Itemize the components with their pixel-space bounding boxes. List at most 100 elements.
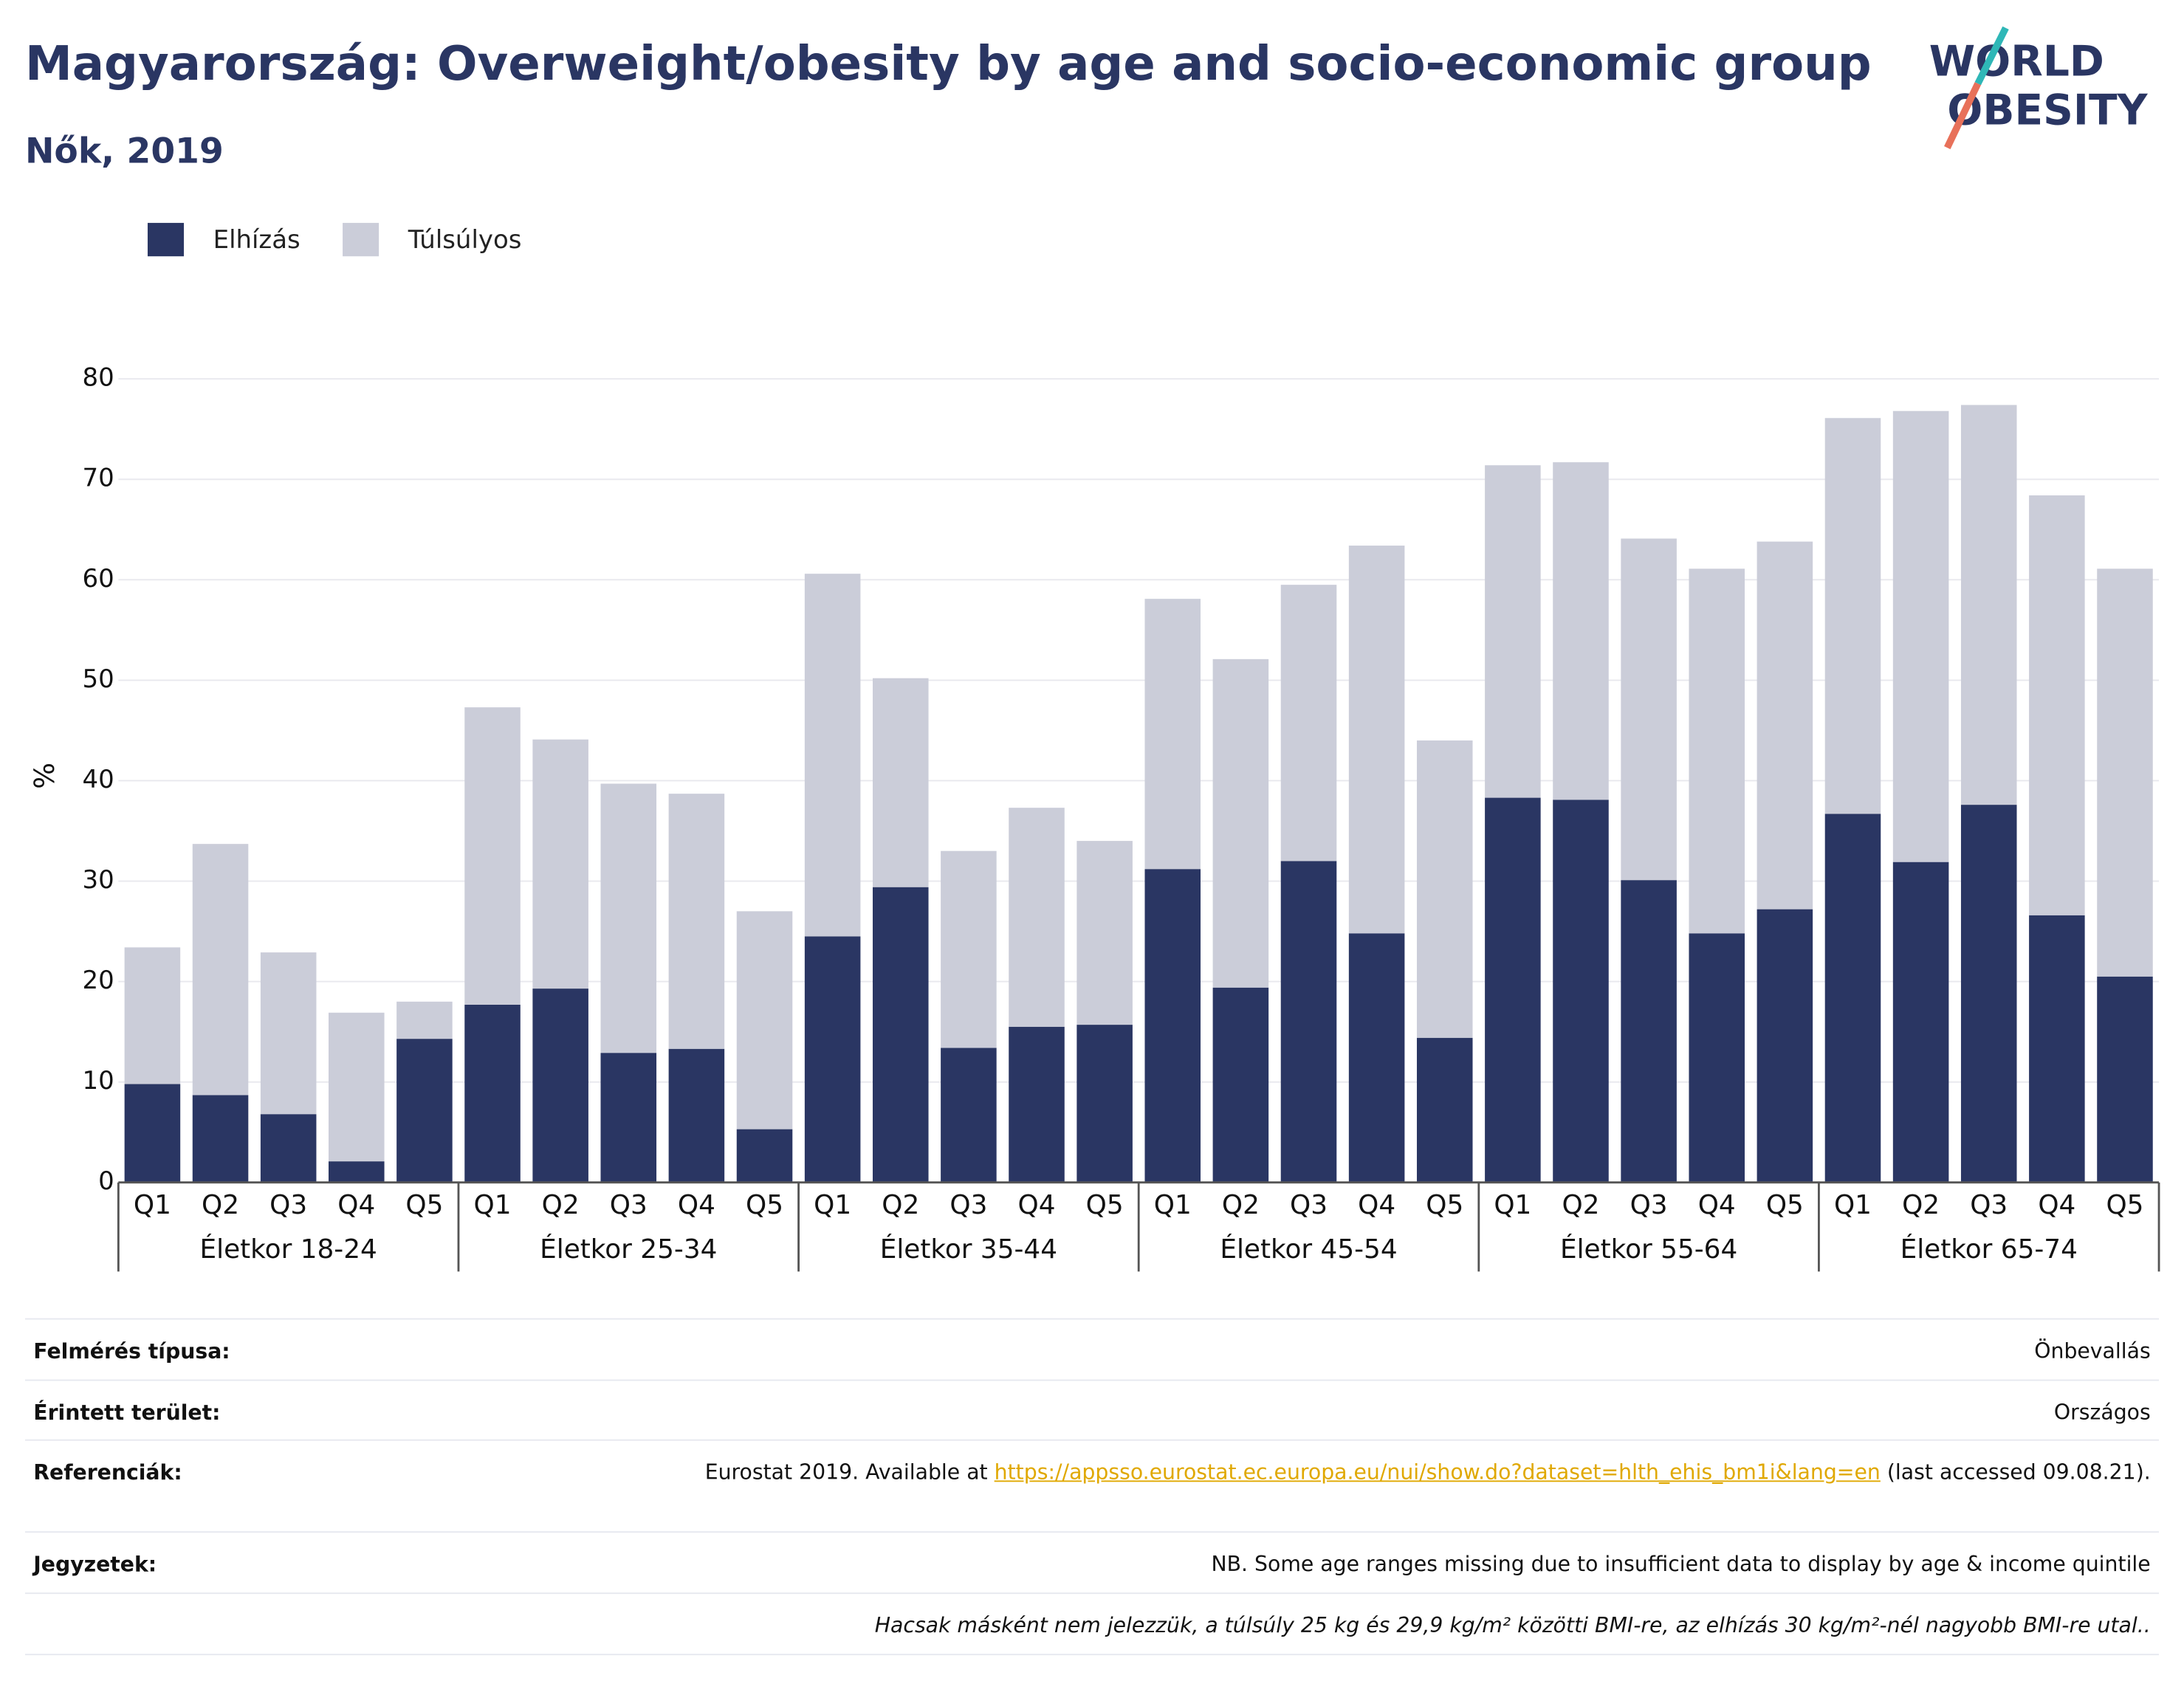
bar-segment <box>1076 841 1133 1025</box>
group-label: Életkor 25-34 <box>540 1234 717 1265</box>
y-tick-label: 30 <box>83 865 114 895</box>
bar-segment <box>1212 659 1269 988</box>
legend-swatch <box>147 222 185 257</box>
legend-label: Elhízás <box>213 225 301 255</box>
bar-segment <box>192 1095 249 1183</box>
x-tick-label: Q4 <box>678 1190 715 1220</box>
bar-segment <box>1757 909 1813 1183</box>
link[interactable]: https://appsso.eurostat.ec.europa.eu/nui… <box>994 1460 1881 1485</box>
y-tick-label: 40 <box>83 765 114 794</box>
row-value: Önbevallás <box>669 1335 2151 1366</box>
y-tick-label: 0 <box>98 1166 114 1196</box>
x-tick-label: Q5 <box>2106 1190 2143 1220</box>
x-tick-label: Q2 <box>882 1190 919 1220</box>
y-tick-label: 70 <box>83 464 114 493</box>
bar-segment <box>396 1039 453 1183</box>
row-value-text: Országos <box>669 1397 2151 1428</box>
logo-stroke <box>1944 82 1982 150</box>
bar-segment <box>1280 861 1337 1183</box>
x-tick-label: Q1 <box>1154 1190 1192 1220</box>
bar-segment <box>1621 538 1677 881</box>
bar-segment <box>804 936 861 1183</box>
chart-title: Magyarország: Overweight/obesity by age … <box>25 36 1872 92</box>
x-tick-label: Q4 <box>1358 1190 1395 1220</box>
bar-segment <box>1621 880 1677 1183</box>
logo: WORLD OBESITY <box>1929 26 2149 150</box>
x-tick-label: Q2 <box>202 1190 239 1220</box>
row-value-text: Önbevallás <box>669 1335 2151 1366</box>
bar-segment <box>1280 585 1337 862</box>
bar-segment <box>1348 933 1405 1183</box>
x-tick-label: Q1 <box>1834 1190 1872 1220</box>
bar-segment <box>329 1161 385 1183</box>
bar-segment <box>1892 410 1949 862</box>
row-label: Jegyzetek: <box>32 1552 157 1576</box>
bar-segment <box>1824 814 1881 1183</box>
bar-segment <box>600 783 657 1053</box>
bar-segment <box>532 989 588 1183</box>
bar-segment <box>260 1114 317 1183</box>
x-tick-label: Q1 <box>474 1190 512 1220</box>
bar-segment <box>941 1048 997 1183</box>
bar-segment <box>600 1053 657 1183</box>
x-tick-label: Q5 <box>1766 1190 1804 1220</box>
x-tick-label: Q4 <box>2038 1190 2075 1220</box>
y-tick-label: 50 <box>83 664 114 694</box>
x-tick-label: Q5 <box>405 1190 443 1220</box>
bar-segment <box>532 739 588 989</box>
bar-segment <box>1076 1025 1133 1183</box>
bar-segment <box>464 1004 521 1183</box>
footer: Felmérés típusa: Önbevallás Érintett terül… <box>24 1318 2160 1656</box>
x-tick-label: Q3 <box>1970 1190 2008 1220</box>
x-tick-label: Q2 <box>1562 1190 1599 1220</box>
bar-segment <box>260 952 317 1115</box>
value: Önbevallás <box>2034 1338 2151 1364</box>
bar-segment <box>124 1084 181 1183</box>
x-tick-label: Q5 <box>1426 1190 1463 1220</box>
group-label: Életkor 35-44 <box>880 1234 1057 1265</box>
row-label: Referenciák: <box>33 1460 182 1485</box>
bar-segment <box>2029 915 2085 1183</box>
bar-segment <box>1009 808 1065 1027</box>
bar-segment <box>1757 541 1813 910</box>
bar-segment <box>1892 862 1949 1183</box>
x-tick-label: Q2 <box>1902 1190 1940 1220</box>
bar-segment <box>668 794 725 1049</box>
row-value: Eurostat 2019. Available at https://apps… <box>704 1460 2151 1485</box>
bar-segment <box>192 844 249 1096</box>
row-value: Országos <box>669 1397 2151 1428</box>
logo-text: WORLD <box>1929 37 2104 86</box>
bar-segment <box>1485 797 1541 1183</box>
x-tick-label: Q3 <box>950 1190 987 1220</box>
bar-segment <box>1416 740 1473 1038</box>
y-tick-label: 80 <box>83 363 114 393</box>
logo-stroke <box>1974 26 2009 86</box>
group-label: Életkor 45-54 <box>1220 1234 1397 1265</box>
x-tick-label: Q1 <box>814 1190 851 1220</box>
x-tick-label: Q5 <box>746 1190 783 1220</box>
chart-subtitle: Nők, 2019 <box>25 131 224 172</box>
bar-segment <box>1553 462 1609 800</box>
bar-segment <box>396 1001 453 1039</box>
legend-swatch <box>343 222 380 257</box>
legend-label: Túlsúlyos <box>408 225 522 255</box>
bar-segment <box>1485 465 1541 798</box>
tail: (last accessed 09.08.21). <box>1886 1460 2151 1485</box>
bar-segment <box>1348 546 1405 934</box>
x-tick-label: Q4 <box>1018 1190 1056 1220</box>
x-tick-label: Q1 <box>134 1190 171 1220</box>
x-tick-label: Q3 <box>269 1190 307 1220</box>
row-label: Felmérés típusa: <box>33 1339 230 1364</box>
x-tick-label: Q3 <box>610 1190 648 1220</box>
bar-segment <box>1960 405 2017 805</box>
plot: Elhízás Túlsúlyos 0 10 20 30 40 50 60 70 80 Q1 Q2 Q3 Q… <box>83 222 2160 1272</box>
bar-segment <box>1144 869 1201 1183</box>
group-label: Életkor 55-64 <box>1560 1234 1737 1265</box>
group-label: Életkor 18-24 <box>200 1234 377 1265</box>
x-tick-label: Q2 <box>1222 1190 1260 1220</box>
y-axis-label: % <box>28 763 61 789</box>
y-tick-label: 20 <box>83 966 114 995</box>
bar-segment <box>1960 805 2017 1183</box>
value: Eurostat 2019. Available at <box>704 1460 988 1485</box>
